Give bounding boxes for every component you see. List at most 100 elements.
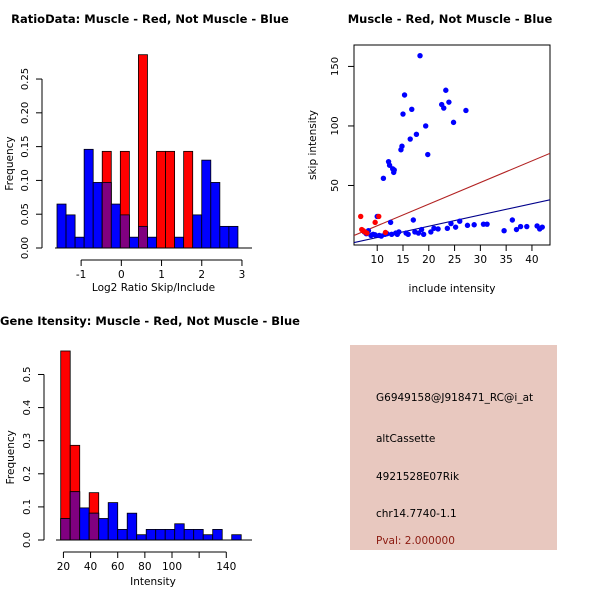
ratio-bar-notmuscle: [83, 148, 94, 249]
gene-x-tick-label: 40: [84, 561, 97, 573]
gene-bar-overlap: [60, 518, 71, 541]
scatter-point: [376, 213, 382, 220]
ratio-plot-group: [55, 54, 252, 249]
scatter-y-tick-label: 150: [330, 57, 341, 76]
scatter-point: [457, 218, 463, 224]
scatter-x-tick-label: 10: [371, 254, 384, 266]
scatter-point: [422, 123, 429, 129]
gene-bar-notmuscle: [155, 529, 166, 541]
scatter-point: [401, 92, 408, 98]
ratio-bar-notmuscle: [228, 225, 239, 249]
ratio-histogram-title: RatioData: Muscle - Red, Not Muscle - Bl…: [11, 12, 289, 26]
locus-text: chr14.7740-1.1: [376, 508, 457, 520]
scatter-y-axis: 50 100 150: [330, 57, 354, 192]
gene-plot-group: [56, 350, 252, 541]
scatter-point: [517, 223, 524, 230]
scatter-point: [400, 111, 406, 117]
scatter-point: [501, 228, 507, 234]
gene-bar-notmuscle: [107, 502, 119, 541]
ratio-x-tick-label: 1: [158, 269, 165, 281]
ratio-bar-notmuscle: [210, 182, 221, 249]
ratio-bar-notmuscle: [74, 236, 85, 249]
event-type-text: altCassette: [376, 433, 436, 445]
ratio-bar-muscle: [183, 150, 194, 249]
ratio-bar-muscle: [165, 150, 176, 249]
scatter-x-tick-label: 40: [525, 254, 538, 266]
gene-intensity-histogram-panel: Gene Itensity: Muscle - Red, Not Muscle …: [0, 300, 300, 600]
gene-y-tick-label: 0.5: [22, 367, 33, 383]
ratio-y-tick-label: 0.20: [20, 102, 31, 124]
scatter-point: [382, 229, 389, 236]
ratio-bar-notmuscle: [92, 182, 103, 249]
scatter-point: [431, 225, 437, 232]
gene-y-tick-label: 0.2: [22, 466, 33, 482]
scatter-point: [388, 231, 395, 237]
ratio-bar-muscle: [138, 54, 148, 249]
gene-bar-notmuscle: [145, 529, 157, 541]
scatter-point: [372, 219, 378, 226]
scatter-point: [443, 87, 449, 93]
scatter-point: [405, 231, 411, 237]
scatter-point: [471, 222, 477, 228]
ratio-bar-notmuscle: [174, 236, 185, 249]
ratio-bar-muscle: [156, 150, 166, 249]
gene-bar-notmuscle: [164, 529, 176, 541]
gene-x-tick-label: 80: [138, 561, 151, 573]
scatter-point: [396, 229, 402, 235]
gene-bar-notmuscle: [183, 529, 195, 541]
ratio-histogram-panel: RatioData: Muscle - Red, Not Muscle - Bl…: [0, 0, 300, 300]
gene-bar-overlap: [69, 491, 81, 541]
scatter-point: [418, 226, 425, 233]
gene-bar-notmuscle: [126, 512, 138, 541]
scatter-point: [391, 167, 397, 173]
gene-bar-notmuscle: [136, 534, 147, 541]
gene-info-box: G6949158@J918471_RC@i_at altCassette 492…: [350, 345, 557, 550]
gene-y-tick-label: 0.1: [22, 499, 33, 515]
scatter-x-tick-label: 25: [448, 254, 461, 266]
ratio-y-tick-label: 0.15: [20, 135, 31, 157]
ratio-bar-notmuscle: [201, 159, 212, 249]
scatter-inner-group: [354, 53, 550, 244]
gene-y-tick-label: 0.3: [22, 433, 33, 449]
scatter-x-tick-label: 35: [499, 254, 512, 266]
scatter-point: [410, 217, 417, 223]
scatter-point: [364, 230, 370, 236]
scatter-point: [448, 220, 454, 227]
scatter-point: [413, 131, 420, 137]
gene-intensity-histogram-canvas: 0.0 0.1 0.2 0.3 0.4 0.5 Frequency 20 40 60 80 100 14…: [5, 350, 252, 588]
scatter-point: [444, 225, 451, 232]
gene-bar-notmuscle: [212, 529, 223, 541]
scatter-point: [484, 221, 490, 227]
gene-bar-notmuscle: [79, 507, 90, 541]
scatter-plot-title: Muscle - Red, Not Muscle - Blue: [347, 12, 553, 26]
scatter-point: [509, 217, 516, 223]
scatter-point: [446, 99, 452, 105]
ratio-y-tick-label: 0.00: [20, 237, 31, 259]
pval-text: Pval: 2.000000: [376, 535, 455, 547]
scatter-point: [399, 143, 405, 149]
scatter-point: [428, 229, 434, 235]
gene-bar-notmuscle: [231, 534, 242, 541]
ratio-x-tick-label: 0: [118, 269, 125, 281]
scatter-point: [450, 119, 457, 126]
ratio-x-axis-title: Log2 Ratio Skip/Include: [92, 282, 215, 294]
scatter-x-tick-label: 20: [422, 254, 435, 266]
scatter-point: [417, 53, 423, 59]
ratio-histogram-canvas: 0.00 0.05 0.10 0.15 0.20 0.25 Frequency -1 0 1 2 3 L…: [4, 54, 252, 294]
gene-intensity-histogram-title: Gene Itensity: Muscle - Red, Not Muscle …: [0, 314, 300, 328]
scatter-fit-line-muscle-fit: [354, 152, 550, 236]
ratio-x-tick-label: -1: [76, 269, 86, 281]
ratio-y-tick-label: 0.25: [20, 68, 31, 90]
scatter-x-tick-label: 15: [396, 254, 409, 266]
gene-info-panel: G6949158@J918471_RC@i_at altCassette 492…: [300, 300, 600, 600]
scatter-x-axis-title: include intensity: [409, 283, 496, 295]
ratio-bar-notmuscle: [147, 236, 157, 249]
ratio-bar-notmuscle: [56, 203, 67, 249]
scatter-point: [409, 106, 415, 112]
ratio-x-tick-label: 3: [239, 269, 246, 281]
ratio-bar-notmuscle: [219, 225, 230, 249]
scatter-point: [420, 231, 427, 237]
gene-x-tick-label: 20: [57, 561, 70, 573]
ratio-bar-overlap: [101, 182, 112, 249]
ratio-y-axis: 0.00 0.05 0.10 0.15 0.20 0.25: [20, 68, 43, 259]
